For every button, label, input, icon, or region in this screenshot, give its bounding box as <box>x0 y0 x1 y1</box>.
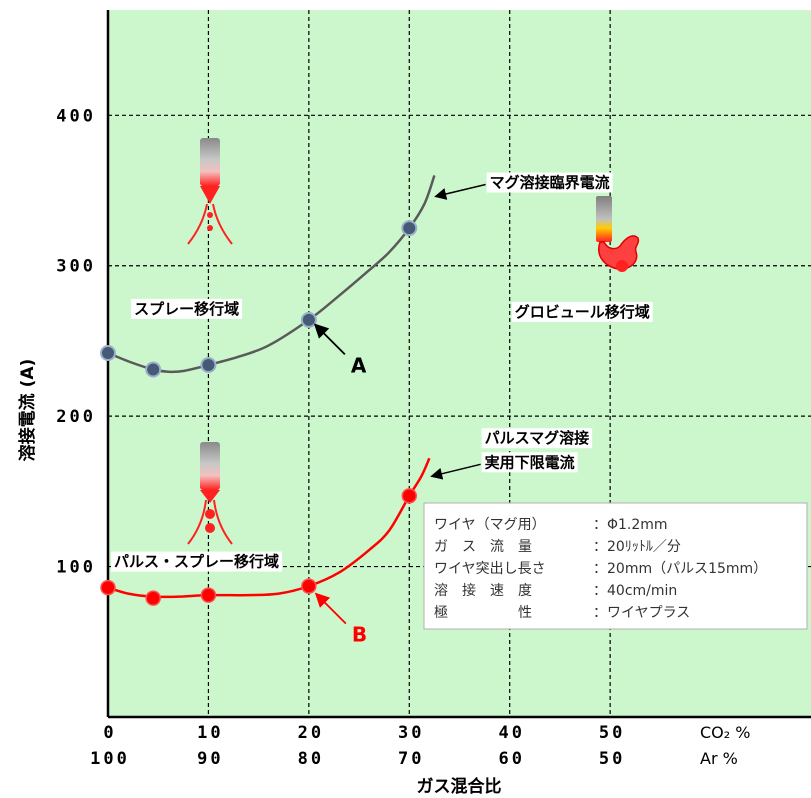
condition-value: ：20mm（パルス15mm） <box>593 561 767 577</box>
data-point-B <box>301 578 317 594</box>
data-point-B <box>401 488 418 504</box>
data-point-A <box>200 357 217 374</box>
condition-value: ：40cm/min <box>593 583 677 599</box>
annotation-bg <box>111 551 283 572</box>
y-axis-title: 溶接電流 (A) <box>17 359 38 462</box>
data-point-A <box>100 344 116 361</box>
annotation-arrow <box>430 463 481 480</box>
x-tick-label-co2: 40 <box>498 723 524 743</box>
series-label-B: B <box>352 623 367 647</box>
annotation-bg <box>481 428 593 449</box>
x-tick-label-co2: 0 <box>103 723 116 743</box>
data-point-B <box>200 587 217 603</box>
condition-label: ワイヤ（マグ用） <box>434 517 546 533</box>
x-tick-label-ar: 90 <box>197 749 223 769</box>
data-point-B <box>145 590 161 606</box>
condition-value: ：Φ1.2mm <box>593 517 668 533</box>
condition-value: ：20ﾘｯﾄﾙ／分 <box>593 539 681 555</box>
annotation-label: 実用下限電流 <box>485 453 575 471</box>
x-tick-label-co2: 10 <box>197 723 223 743</box>
x-tick-label-ar: 50 <box>599 749 625 769</box>
series-label-arrow-A <box>313 323 346 356</box>
y-tick-label: 200 <box>56 407 96 427</box>
condition-value: ：ワイヤプラス <box>593 605 690 621</box>
x-tick-label-co2: 30 <box>398 723 424 743</box>
series-label-A: A <box>351 353 367 377</box>
x-tick-labels: 0 100 10 90 20 80 30 70 40 60 50 50 <box>90 723 625 769</box>
y-tick-label: 100 <box>56 558 96 578</box>
x-tick-label-co2: 50 <box>599 723 625 743</box>
globular-transfer-icon <box>596 196 640 272</box>
data-point-A <box>300 311 317 328</box>
annotation-label: パルス・スプレー移行域 <box>114 553 279 571</box>
annotation-bg <box>486 172 613 193</box>
condition-label: ガ ス 流 量 <box>434 539 532 555</box>
annotation-label: パルスマグ溶接 <box>485 429 590 447</box>
data-point-A <box>145 361 162 378</box>
condition-label: ワイヤ突出し長さ <box>434 561 546 577</box>
annotation-arrow <box>434 183 486 200</box>
annotation-label: マグ溶接臨界電流 <box>490 174 610 192</box>
x-unit-co2: CO₂ % <box>700 723 750 742</box>
x-tick-label-ar: 60 <box>498 749 524 769</box>
y-tick-labels: 100 200 300 400 <box>56 106 96 578</box>
data-point-B <box>100 579 116 596</box>
pulse-spray-transfer-icon <box>187 442 233 545</box>
y-tick-label: 400 <box>56 106 96 126</box>
spray-transfer-icon <box>187 138 233 245</box>
annotation-bg <box>481 452 578 473</box>
x-tick-label-ar: 100 <box>90 749 130 769</box>
x-unit-ar: Ar % <box>700 749 738 768</box>
x-tick-label-ar: 80 <box>298 749 324 769</box>
x-tick-label-co2: 20 <box>298 723 324 743</box>
series-label-arrow-B <box>314 592 347 625</box>
x-tick-label-ar: 70 <box>398 749 424 769</box>
condition-label: 溶 接 速 度 <box>434 582 532 599</box>
annotation-label: スプレー移行域 <box>134 300 239 318</box>
annotation-label: グロビュール移行域 <box>515 303 650 321</box>
y-tick-label: 300 <box>56 257 96 277</box>
x-axis-title: ガス混合比 <box>417 776 502 797</box>
annotation-bg <box>511 301 653 322</box>
data-point-A <box>401 220 418 237</box>
annotation-bg <box>131 298 243 319</box>
series: AB <box>100 175 436 647</box>
condition-label: 極 性 <box>434 605 532 621</box>
